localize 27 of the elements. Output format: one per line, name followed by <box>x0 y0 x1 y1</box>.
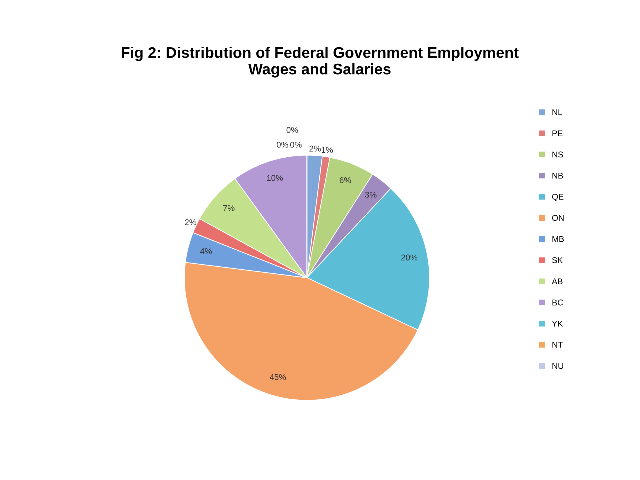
legend-label: NT <box>552 342 563 348</box>
legend-label: ON <box>552 215 564 222</box>
data-label: 4% <box>200 248 212 254</box>
data-label: 10% <box>267 175 284 182</box>
legend-label: SK <box>552 258 564 264</box>
text: 0% <box>286 127 298 134</box>
data-label: 45% <box>270 374 286 380</box>
legend-label: NB <box>552 173 564 179</box>
data-label: 6% <box>340 177 352 184</box>
legend-label: MB <box>552 236 564 242</box>
text: 0% <box>290 142 302 148</box>
data-label: 7% <box>223 205 235 212</box>
data-label: 2% <box>185 220 196 226</box>
chart-title: Fig 2: Distribution of Federal Government Employment Wages and Salaries <box>122 46 519 78</box>
legend-label: AB <box>552 278 563 284</box>
data-label: 3% <box>365 192 377 198</box>
legend-label: YK <box>552 321 564 327</box>
data-label: 20% <box>402 254 418 261</box>
legend-label: BC <box>552 300 564 306</box>
legend-label: NS <box>552 152 564 158</box>
legend-label: QE <box>552 194 564 202</box>
text: 0% <box>276 142 288 148</box>
legend-label: PE <box>552 130 563 136</box>
legend-label: NL <box>552 110 562 116</box>
data-label: 2% <box>310 146 322 152</box>
data-label: 1% <box>322 147 334 154</box>
legend-label: NU <box>552 363 564 370</box>
